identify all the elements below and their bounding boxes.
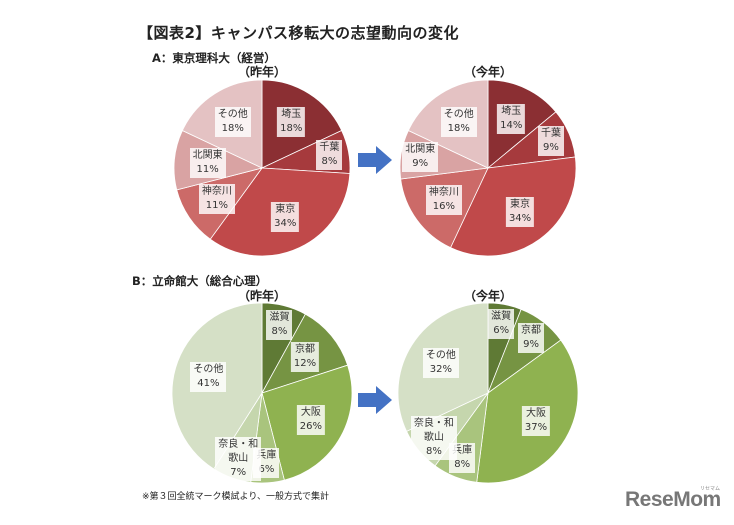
slice-label: 北関東 9%: [402, 142, 439, 173]
slice-label: 東京 34%: [271, 202, 300, 233]
right-arrow-icon: [358, 386, 392, 414]
slice-label: その他 18%: [440, 106, 477, 137]
section-a-after-label: （今年）: [463, 65, 512, 79]
slice-label: 京都 12%: [290, 342, 320, 373]
slice-label: 京都 9%: [518, 322, 545, 353]
right-arrow-icon: [358, 146, 392, 174]
slice-label: 奈良・和 歌山 7%: [215, 437, 262, 482]
slice-label: 東京 34%: [505, 197, 535, 228]
slice-label: 大阪 37%: [521, 406, 551, 437]
slice-label: 滋賀 6%: [488, 309, 515, 340]
slice-label: 北関東 11%: [189, 147, 226, 178]
slice-label: 神奈川 16%: [425, 185, 462, 216]
section-b-before-label: （昨年）: [237, 289, 286, 303]
section-a-before-label: （昨年）: [237, 65, 286, 79]
footnote: ※第３回全統マーク模試より、一般方式で集計: [142, 492, 330, 502]
resemom-logo: ReseMom: [625, 488, 721, 511]
slice-label: 千葉 9%: [537, 125, 564, 156]
slice-label: その他 18%: [214, 106, 251, 137]
section-a-label: A：東京理科大（経営）: [152, 51, 276, 65]
section-b-label: B：立命館大（総合心理）: [132, 274, 268, 288]
slice-label: 神奈川 11%: [198, 183, 235, 214]
slice-label: 滋賀 8%: [266, 310, 293, 340]
slice-label: 埼玉 14%: [497, 103, 526, 134]
chart-title: 【図表2】キャンパス移転大の志望動向の変化: [138, 24, 459, 42]
slice-label: 千葉 8%: [316, 140, 343, 171]
slice-label: 埼玉 18%: [277, 106, 306, 137]
slice-label: その他 41%: [190, 362, 227, 393]
resemom-logo-sub: リセマム: [700, 486, 721, 492]
slice-label: その他 32%: [422, 348, 459, 379]
slice-label: 奈良・和 歌山 8%: [410, 415, 457, 460]
slice-label: 大阪 26%: [296, 404, 326, 435]
section-b-after-label: （今年）: [463, 289, 512, 303]
